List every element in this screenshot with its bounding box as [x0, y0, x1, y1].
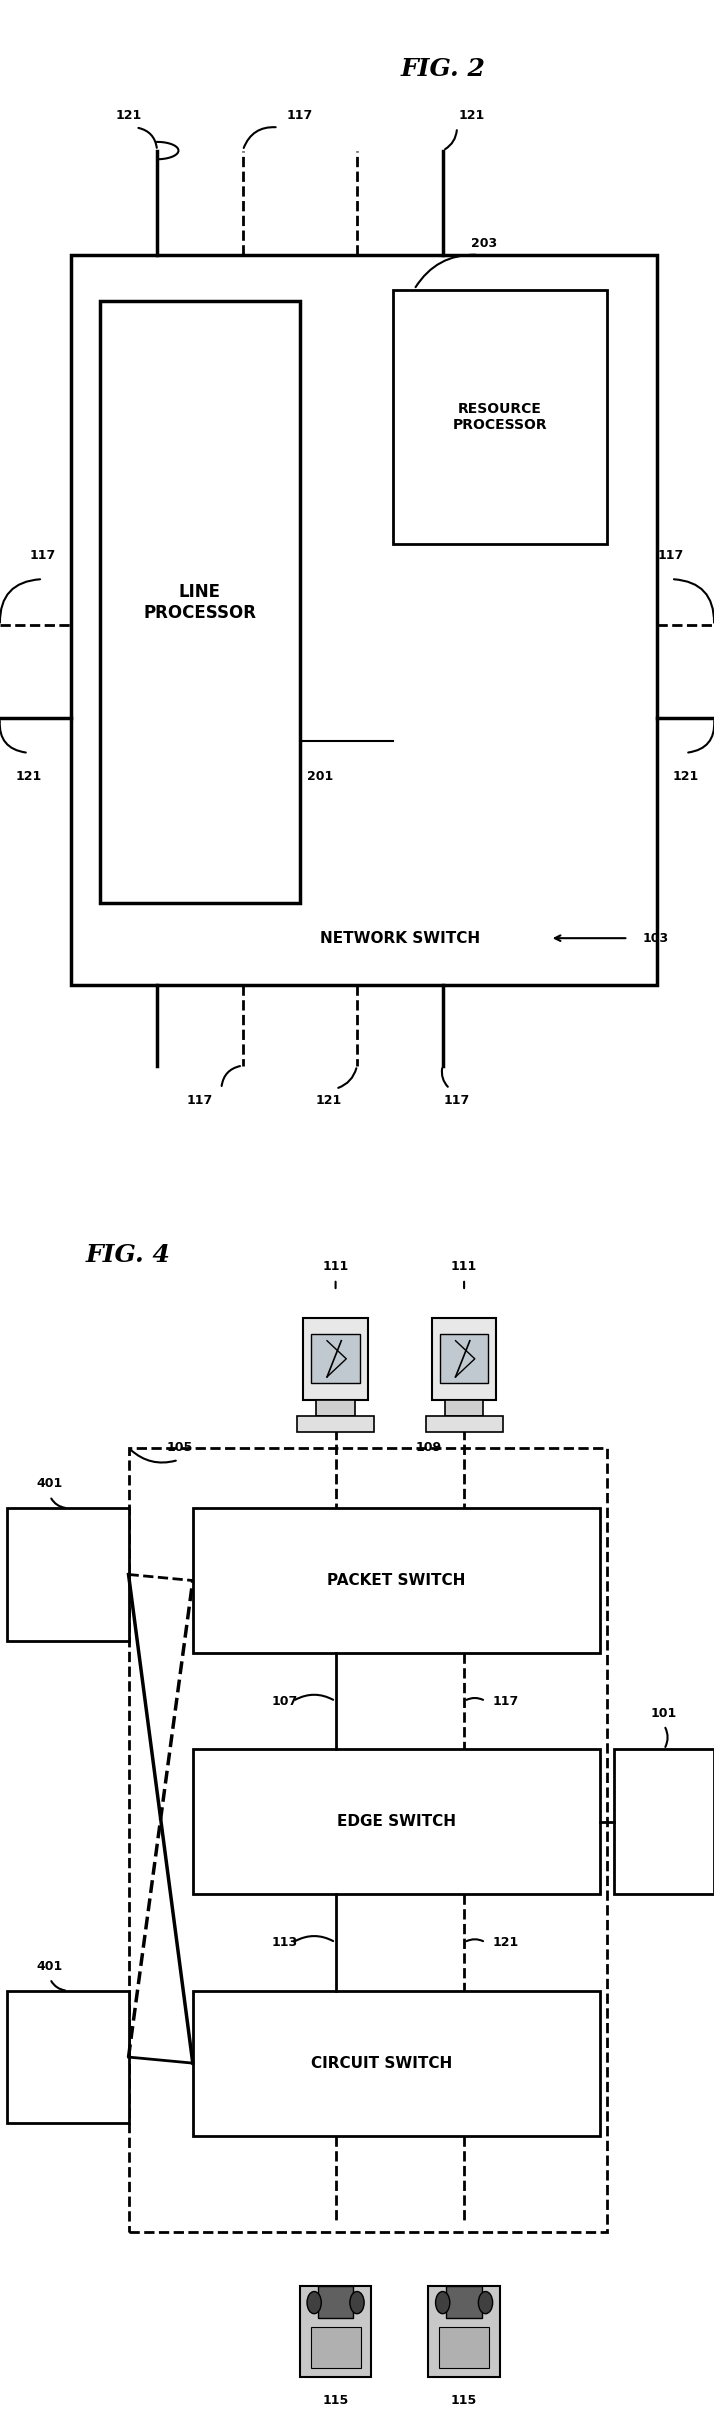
Text: 115: 115 — [323, 2394, 348, 2408]
Ellipse shape — [478, 2292, 493, 2314]
Text: 121: 121 — [673, 770, 698, 782]
Text: 109: 109 — [416, 1441, 441, 1455]
Text: 203: 203 — [471, 236, 498, 249]
Text: 105: 105 — [166, 1441, 193, 1455]
Bar — [393, 290, 607, 545]
Text: LINE
PROCESSOR: LINE PROCESSOR — [144, 584, 256, 623]
Bar — [432, 1317, 496, 1400]
Bar — [300, 2288, 371, 2377]
Ellipse shape — [307, 2292, 321, 2314]
Ellipse shape — [436, 2292, 450, 2314]
Text: 107: 107 — [271, 1694, 298, 1708]
Bar — [71, 256, 657, 985]
Text: FIG. 2: FIG. 2 — [401, 58, 485, 82]
Text: 201: 201 — [307, 770, 333, 782]
Text: 117: 117 — [30, 550, 56, 562]
Text: 117: 117 — [493, 1694, 519, 1708]
Text: RESOURCE
PROCESSOR: RESOURCE PROCESSOR — [453, 403, 547, 432]
Text: NETWORK SWITCH: NETWORK SWITCH — [320, 931, 480, 946]
Bar — [426, 1416, 503, 1433]
Text: TERMINAL: TERMINAL — [28, 1568, 108, 1581]
Bar — [316, 1400, 355, 1416]
Text: 101: 101 — [651, 1706, 677, 1720]
Bar — [297, 1416, 374, 1433]
Text: 111: 111 — [323, 1260, 348, 1274]
Bar — [440, 1334, 488, 1383]
Bar — [445, 1400, 483, 1416]
Bar — [193, 1991, 600, 2136]
Bar — [446, 2288, 482, 2319]
Text: 121: 121 — [458, 109, 484, 123]
Text: 113: 113 — [271, 1935, 298, 1950]
Text: 121: 121 — [493, 1935, 519, 1950]
Text: 401: 401 — [37, 1959, 63, 1974]
Bar — [193, 1508, 600, 1653]
Text: EDGE SWITCH: EDGE SWITCH — [337, 1815, 456, 1829]
Text: 117: 117 — [287, 109, 313, 123]
Text: TERMINAL: TERMINAL — [28, 2051, 108, 2063]
Bar — [614, 1749, 714, 1894]
Bar — [428, 2288, 500, 2377]
Text: 117: 117 — [187, 1093, 213, 1108]
Text: 121: 121 — [116, 109, 141, 123]
Text: NETWORK: NETWORK — [624, 1815, 704, 1829]
Bar — [7, 1991, 129, 2123]
Bar — [303, 1317, 368, 1400]
Text: 401: 401 — [37, 1477, 63, 1491]
Text: FIG. 4: FIG. 4 — [86, 1243, 171, 1267]
Bar — [311, 2326, 361, 2367]
Bar — [100, 302, 300, 902]
Bar — [129, 1448, 607, 2232]
Bar — [439, 2326, 489, 2367]
Text: 103: 103 — [643, 931, 669, 943]
Bar — [311, 1334, 360, 1383]
Text: 111: 111 — [451, 1260, 477, 1274]
Bar — [7, 1508, 129, 1641]
Bar — [318, 2288, 353, 2319]
Ellipse shape — [350, 2292, 364, 2314]
Text: 117: 117 — [444, 1093, 470, 1108]
Text: 121: 121 — [16, 770, 41, 782]
Bar — [193, 1749, 600, 1894]
Text: CIRCUIT SWITCH: CIRCUIT SWITCH — [311, 2056, 453, 2070]
Text: 117: 117 — [658, 550, 684, 562]
Text: 121: 121 — [316, 1093, 341, 1108]
Text: 115: 115 — [451, 2394, 477, 2408]
Text: PACKET SWITCH: PACKET SWITCH — [327, 1573, 466, 1588]
